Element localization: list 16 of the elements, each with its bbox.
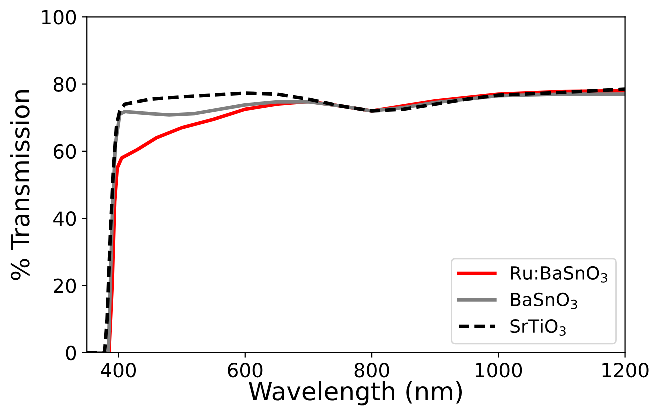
x-tick-label: 800: [354, 362, 390, 378]
y-axis-title: % Transmission: [10, 90, 30, 280]
y-tick-label: 80: [54, 77, 76, 92]
x-tick-label: 1000: [476, 362, 522, 378]
legend-label: BaSnO$_{3}$: [511, 292, 578, 310]
legend-label: Ru:BaSnO$_{3}$: [511, 266, 608, 283]
x-tick-label: 1200: [602, 362, 649, 378]
x-axis-title: Wavelength (nm): [249, 381, 462, 406]
y-tick-label: 100: [42, 10, 76, 25]
y-tick-label: 60: [54, 144, 76, 160]
y-tick-label: 40: [54, 212, 76, 226]
x-tick-label: 600: [228, 362, 263, 378]
x-tick-label: 400: [101, 362, 136, 378]
y-tick-label: 0: [66, 346, 76, 361]
legend-label: SrTiO$_{3}$: [510, 319, 566, 336]
y-tick-label: 20: [54, 278, 76, 294]
